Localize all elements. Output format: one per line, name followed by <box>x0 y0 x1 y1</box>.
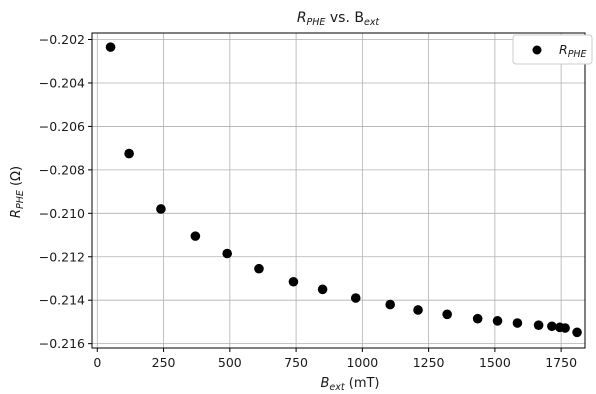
legend: RPHE <box>512 34 593 65</box>
data-points <box>105 42 582 338</box>
x-tick-label: 750 <box>284 355 308 370</box>
y-tick-label: −0.202 <box>39 32 85 47</box>
data-point <box>413 305 423 315</box>
axes <box>91 32 586 349</box>
x-axis-label: Bext (mT) <box>320 376 379 393</box>
y-axis-label: RPHE (Ω) <box>9 166 26 218</box>
y-tick-label: −0.214 <box>39 293 85 308</box>
data-point <box>222 248 232 259</box>
data-point <box>385 299 395 310</box>
x-tick-label: 1500 <box>479 355 511 370</box>
data-point <box>547 321 557 332</box>
x-tick-label: 500 <box>218 355 242 370</box>
x-tick-label: 1000 <box>346 355 378 370</box>
y-tick-label: −0.212 <box>39 249 85 264</box>
data-point <box>442 309 452 320</box>
data-point <box>560 323 570 333</box>
data-point <box>254 263 264 274</box>
data-point <box>288 276 299 287</box>
data-point <box>124 148 134 159</box>
legend-marker <box>532 45 542 55</box>
data-point <box>512 318 523 328</box>
data-point <box>350 293 361 303</box>
grid <box>92 33 585 348</box>
x-axis-ticks: 0 250 500 750 1000 1250 1500 1750 <box>93 348 577 370</box>
legend-box <box>512 34 593 65</box>
chart-title: RPHE vs. Bext <box>297 10 381 28</box>
y-tick-label: −0.204 <box>39 75 85 90</box>
y-tick-label: −0.216 <box>39 336 85 351</box>
y-tick-label: −0.208 <box>39 162 85 177</box>
legend-label: RPHE <box>559 42 587 60</box>
data-point <box>105 42 116 52</box>
y-axis-ticks: −0.216 −0.214 −0.212 −0.210 −0.208 −0.206 −0.2… <box>39 32 92 351</box>
y-tick-label: −0.210 <box>39 206 85 221</box>
x-tick-label: 250 <box>152 355 176 370</box>
x-tick-label: 1250 <box>413 355 445 370</box>
data-point <box>533 320 544 330</box>
data-point <box>156 204 166 214</box>
y-tick-label: −0.206 <box>39 119 85 134</box>
plot-frame <box>91 32 586 349</box>
x-tick-label: 1750 <box>545 355 577 370</box>
data-point <box>492 316 503 326</box>
data-point <box>317 284 328 295</box>
x-tick-label: 0 <box>93 355 101 370</box>
data-point <box>472 313 483 324</box>
data-point <box>190 231 201 241</box>
data-point <box>572 327 582 338</box>
